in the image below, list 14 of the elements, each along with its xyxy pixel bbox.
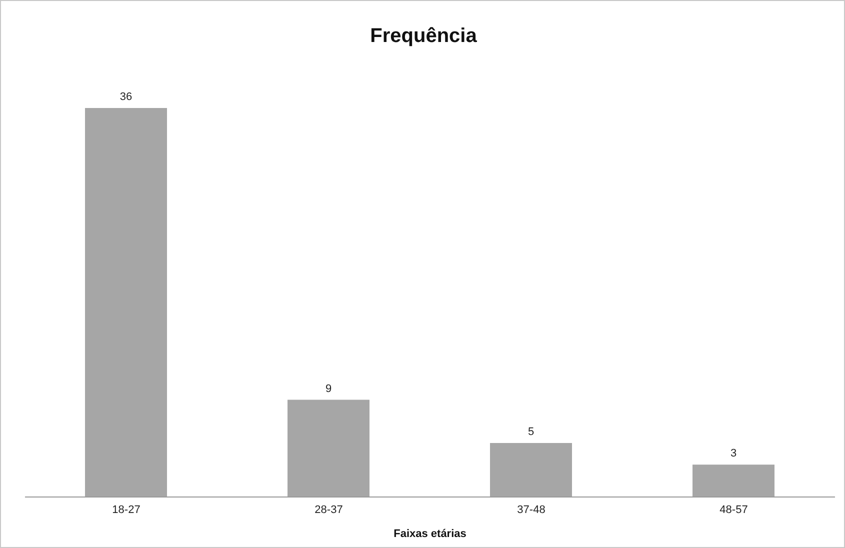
x-tick-label: 48-57 [720,504,748,516]
bar [490,442,572,497]
chart-title: Frequência [369,25,478,48]
x-tick-label: 37-48 [517,504,546,516]
x-tick-label: 28-37 [314,504,343,516]
bar [692,464,774,497]
data-label: 36 [120,91,132,103]
data-label: 3 [730,448,737,460]
bar [288,400,370,497]
x-axis-title: Faixas etárias [394,528,466,540]
bar [85,108,167,497]
x-tick-label: 18-27 [112,504,140,516]
data-label: 9 [325,382,332,395]
data-label: 5 [528,426,534,438]
